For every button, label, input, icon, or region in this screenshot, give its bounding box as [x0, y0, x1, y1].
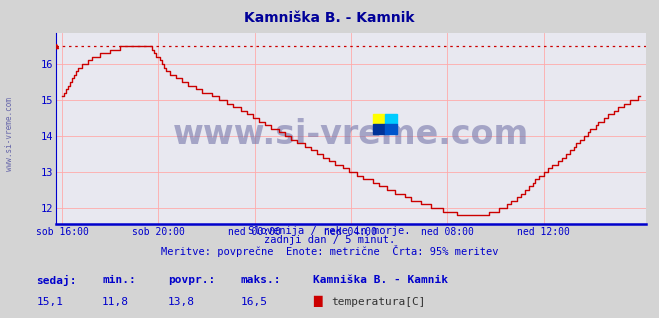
Bar [385, 114, 397, 124]
Text: www.si-vreme.com: www.si-vreme.com [5, 97, 14, 170]
Text: temperatura[C]: temperatura[C] [331, 297, 426, 307]
Text: Meritve: povprečne  Enote: metrične  Črta: 95% meritev: Meritve: povprečne Enote: metrične Črta:… [161, 245, 498, 257]
Bar [385, 124, 397, 134]
Text: 13,8: 13,8 [168, 297, 195, 307]
Text: 16,5: 16,5 [241, 297, 268, 307]
Text: Kamniška B. - Kamnik: Kamniška B. - Kamnik [313, 275, 448, 285]
Text: zadnji dan / 5 minut.: zadnji dan / 5 minut. [264, 235, 395, 245]
Text: maks.:: maks.: [241, 275, 281, 285]
Text: 15,1: 15,1 [36, 297, 63, 307]
Text: Slovenija / reke in morje.: Slovenija / reke in morje. [248, 226, 411, 236]
Text: min.:: min.: [102, 275, 136, 285]
Bar [373, 124, 385, 134]
Text: sedaj:: sedaj: [36, 275, 76, 286]
Text: www.si-vreme.com: www.si-vreme.com [173, 118, 529, 151]
Text: povpr.:: povpr.: [168, 275, 215, 285]
Text: Kamniška B. - Kamnik: Kamniška B. - Kamnik [244, 11, 415, 25]
Text: 11,8: 11,8 [102, 297, 129, 307]
Text: █: █ [313, 296, 322, 307]
Bar [373, 114, 385, 124]
